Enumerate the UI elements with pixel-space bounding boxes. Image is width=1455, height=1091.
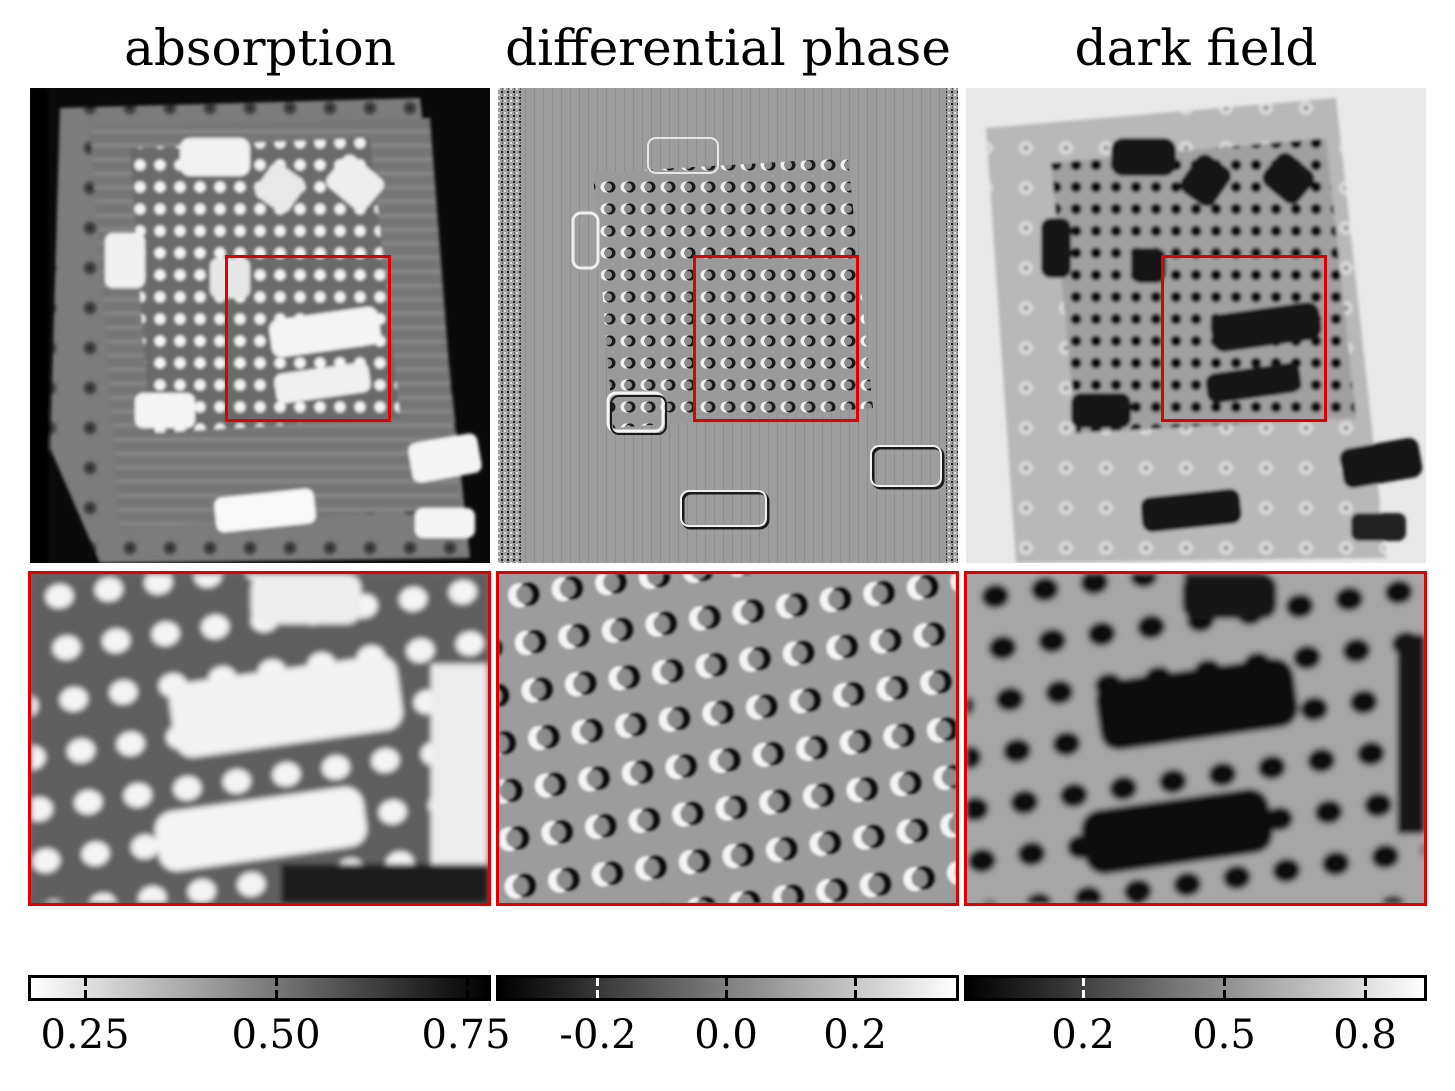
differential-phase-roi-box [693,255,859,422]
absorption-title: absorption [30,18,490,78]
absorption-tick-label-075: 0.75 [421,1010,510,1060]
phase-tick-00-bottom [725,990,728,998]
dark-field-image [966,88,1426,563]
dark-field-zoom-crop [964,571,1427,906]
phase-tick-neg02-top [596,978,599,986]
dark-tick-08-top [1364,978,1367,986]
absorption-tick-050-top [275,978,278,986]
phase-tick-label-neg02: -0.2 [559,1010,636,1060]
absorption-zoom-crop [28,571,491,906]
absorption-tick-075-top [466,978,469,986]
absorption-tick-025-bottom [84,990,87,998]
phase-tick-neg02-bottom [596,990,599,998]
differential-phase-image [498,88,958,563]
differential-phase-title: differential phase [498,18,958,78]
absorption-tick-label-050: 0.50 [231,1010,320,1060]
phase-tick-label-02: 0.2 [823,1010,887,1060]
absorption-tick-050-bottom [275,990,278,998]
dark-field-colorbar [964,975,1427,1001]
dark-tick-05-bottom [1223,990,1226,998]
dark-tick-label-02: 0.2 [1051,1010,1115,1060]
differential-phase-zoom-crop [496,571,959,906]
dark-tick-02-top [1082,978,1085,986]
absorption-image [30,88,490,563]
dark-field-roi-box [1161,255,1327,422]
dark-tick-08-bottom [1364,990,1367,998]
phase-tick-02-top [854,978,857,986]
phase-tick-00-top [725,978,728,986]
dark-tick-05-top [1223,978,1226,986]
dark-tick-label-05: 0.5 [1192,1010,1256,1060]
dark-tick-label-08: 0.8 [1333,1010,1397,1060]
phase-tick-02-bottom [854,990,857,998]
dark-field-title: dark field [966,18,1426,78]
phase-tick-label-00: 0.0 [694,1010,758,1060]
absorption-roi-box [225,255,391,422]
absorption-colorbar [28,975,491,1001]
absorption-tick-025-top [84,978,87,986]
dark-tick-02-bottom [1082,990,1085,998]
absorption-tick-075-bottom [466,990,469,998]
absorption-tick-label-025: 0.25 [40,1010,129,1060]
